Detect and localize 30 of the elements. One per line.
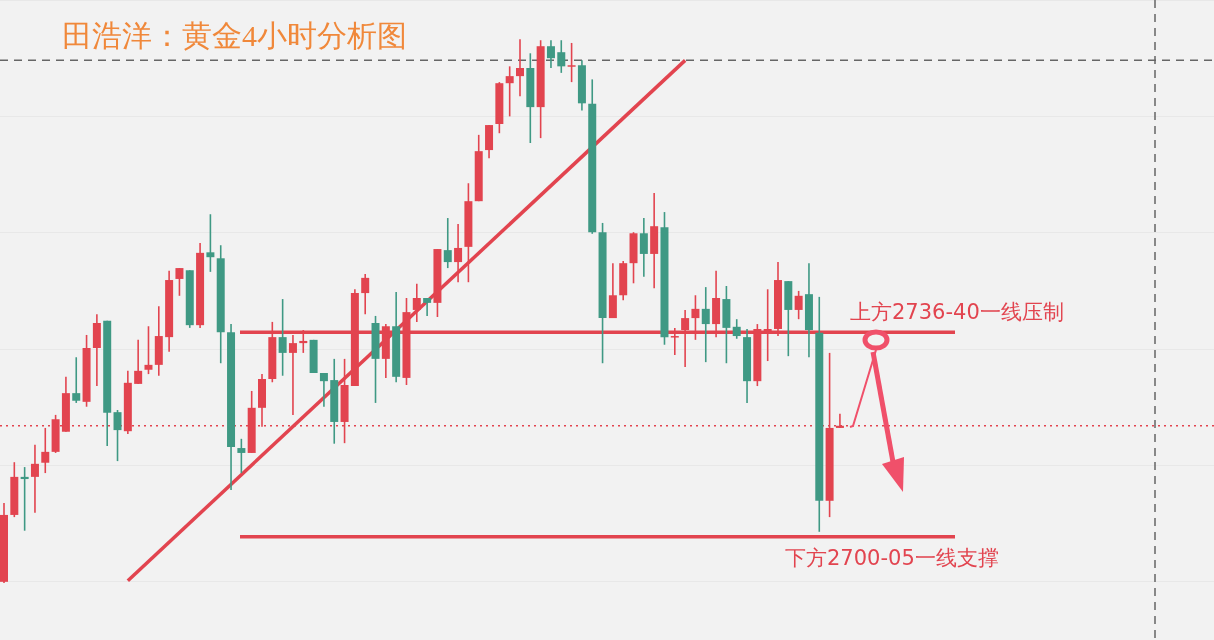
candlestick xyxy=(144,325,153,375)
ref-line-label: 上方2736-40一线压制 xyxy=(850,300,1064,325)
candlestick xyxy=(206,213,215,273)
candlestick xyxy=(557,39,566,74)
candlestick xyxy=(567,42,576,83)
candlestick xyxy=(41,427,50,474)
candlestick xyxy=(278,298,287,377)
candlestick xyxy=(30,443,39,514)
candlestick xyxy=(361,273,370,316)
candlestick xyxy=(319,372,328,408)
candlestick xyxy=(423,297,432,317)
candlestick xyxy=(516,38,524,98)
candlestick xyxy=(237,438,246,474)
candlestick xyxy=(701,286,710,363)
candlestick xyxy=(794,290,803,320)
candlestick xyxy=(732,318,741,340)
ref-line-label: 下方2700-05一线支撑 xyxy=(785,545,999,570)
candlestick xyxy=(505,65,514,118)
candlestick xyxy=(175,267,184,297)
candlestick xyxy=(113,409,122,462)
candlestick xyxy=(412,283,421,323)
candlestick xyxy=(20,466,29,532)
candlestick xyxy=(443,217,452,269)
candlestick xyxy=(608,262,617,319)
chart-title: 田浩洋：黄金4小时分析图 xyxy=(62,18,407,54)
candlestick xyxy=(454,223,463,284)
candlestick xyxy=(134,339,143,385)
candlestick xyxy=(639,217,648,278)
candlestick xyxy=(72,356,81,404)
candlestick xyxy=(546,39,555,69)
